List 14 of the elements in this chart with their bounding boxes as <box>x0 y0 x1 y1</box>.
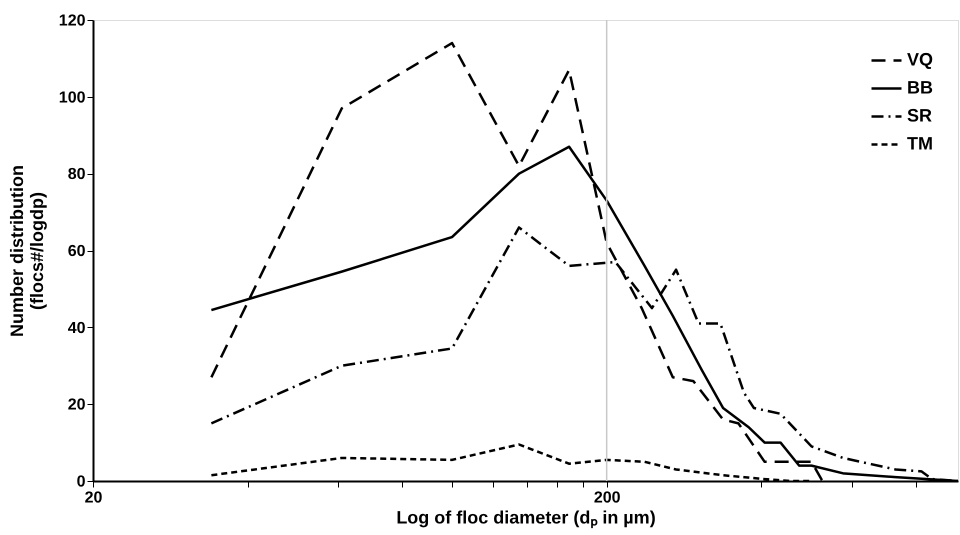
y-tick-label: 40 <box>68 320 86 337</box>
legend-label: TM <box>907 134 933 154</box>
y-tick-label: 100 <box>58 89 86 106</box>
legend-label: VQ <box>907 50 934 70</box>
y-tick-label: 20 <box>68 396 86 414</box>
x-tick-label: 200 <box>594 490 621 506</box>
y-tick-label: 80 <box>68 166 86 184</box>
y-tick-label: 60 <box>68 243 86 260</box>
y-tick-label: 120 <box>58 12 86 30</box>
y-axis-title: Number distribution (flocs#/logdp) <box>6 165 47 337</box>
y-tick-label: 0 <box>76 474 86 490</box>
x-axis-title: Log of floc diameter (dₚ in µm) <box>396 508 656 528</box>
legend-label: BB <box>907 78 933 98</box>
legend-label: SR <box>907 106 932 126</box>
